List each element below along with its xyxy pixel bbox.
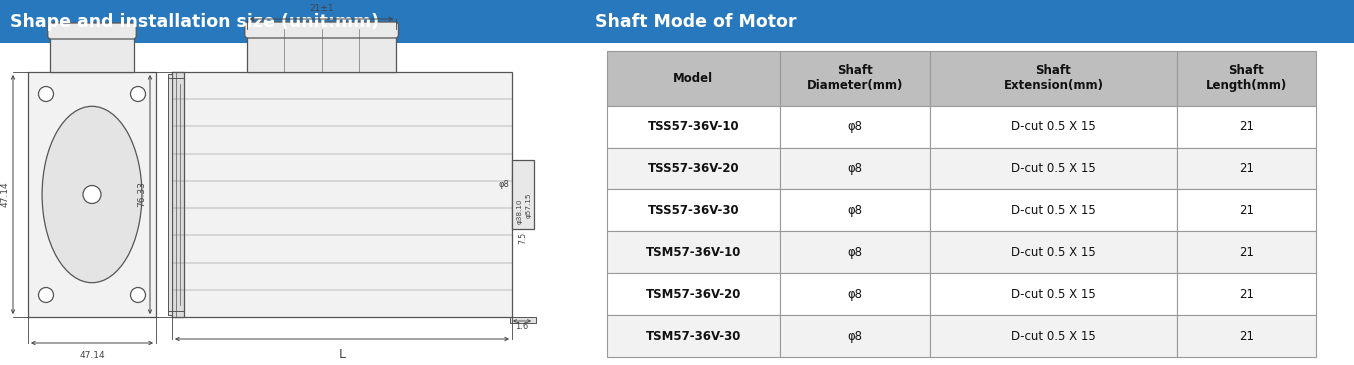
Text: TSS57-36V-20: TSS57-36V-20 bbox=[647, 162, 739, 175]
Text: TSM57-36V-20: TSM57-36V-20 bbox=[646, 288, 741, 301]
Bar bbox=[1177, 315, 1316, 357]
Text: D-cut 0.5 X 15: D-cut 0.5 X 15 bbox=[1011, 162, 1095, 175]
Bar bbox=[780, 51, 930, 106]
Text: φ57.15: φ57.15 bbox=[525, 192, 532, 218]
Text: 21±1: 21±1 bbox=[309, 4, 334, 13]
Text: Shaft
Extension(mm): Shaft Extension(mm) bbox=[1003, 64, 1104, 92]
Bar bbox=[780, 147, 930, 189]
Bar bbox=[172, 72, 512, 317]
Bar bbox=[780, 231, 930, 273]
Bar bbox=[168, 74, 172, 315]
Bar bbox=[930, 106, 1177, 147]
Text: 7.5: 7.5 bbox=[519, 232, 528, 244]
Text: D-cut 0.5 X 15: D-cut 0.5 X 15 bbox=[1011, 120, 1095, 133]
Bar bbox=[607, 51, 780, 106]
Bar bbox=[246, 29, 397, 72]
Text: Shaft Mode of Motor: Shaft Mode of Motor bbox=[594, 12, 796, 31]
Bar bbox=[607, 106, 780, 147]
Bar bbox=[607, 273, 780, 315]
Text: D-cut 0.5 X 15: D-cut 0.5 X 15 bbox=[1011, 204, 1095, 217]
Bar bbox=[1177, 231, 1316, 273]
Bar bbox=[607, 189, 780, 231]
Text: 76.33: 76.33 bbox=[138, 181, 146, 207]
Text: 21: 21 bbox=[1239, 288, 1254, 301]
Text: 21: 21 bbox=[1239, 330, 1254, 343]
Bar bbox=[780, 315, 930, 357]
FancyBboxPatch shape bbox=[245, 22, 398, 38]
Text: 47.14: 47.14 bbox=[0, 182, 9, 207]
Text: φ8: φ8 bbox=[848, 246, 862, 259]
Bar bbox=[512, 160, 533, 229]
Bar bbox=[1177, 106, 1316, 147]
Bar bbox=[780, 106, 930, 147]
Text: TSM57-36V-10: TSM57-36V-10 bbox=[646, 246, 741, 259]
Text: 21: 21 bbox=[1239, 246, 1254, 259]
Text: 21: 21 bbox=[1239, 162, 1254, 175]
Text: L: L bbox=[338, 348, 345, 361]
Text: φ8: φ8 bbox=[848, 330, 862, 343]
Text: 21: 21 bbox=[1239, 120, 1254, 133]
Bar bbox=[585, 0, 1354, 43]
Text: φ8: φ8 bbox=[848, 162, 862, 175]
Text: Model: Model bbox=[673, 72, 714, 85]
Bar bbox=[930, 231, 1177, 273]
Circle shape bbox=[130, 288, 145, 303]
Bar bbox=[0, 0, 585, 43]
Text: TSM57-36V-30: TSM57-36V-30 bbox=[646, 330, 741, 343]
Text: D-cut 0.5 X 15: D-cut 0.5 X 15 bbox=[1011, 288, 1095, 301]
Bar bbox=[780, 273, 930, 315]
Bar bbox=[1177, 189, 1316, 231]
Bar bbox=[930, 147, 1177, 189]
Bar bbox=[930, 315, 1177, 357]
Text: D-cut 0.5 X 15: D-cut 0.5 X 15 bbox=[1011, 330, 1095, 343]
Bar bbox=[1177, 51, 1316, 106]
Text: φ8: φ8 bbox=[848, 120, 862, 133]
Bar bbox=[510, 317, 536, 323]
Circle shape bbox=[38, 288, 54, 303]
Text: D-cut 0.5 X 15: D-cut 0.5 X 15 bbox=[1011, 246, 1095, 259]
Bar bbox=[780, 189, 930, 231]
Text: φ8: φ8 bbox=[848, 288, 862, 301]
Bar bbox=[607, 147, 780, 189]
Text: Shaft
Length(mm): Shaft Length(mm) bbox=[1206, 64, 1288, 92]
Text: 21: 21 bbox=[1239, 204, 1254, 217]
Circle shape bbox=[83, 185, 102, 204]
Text: φ38.10: φ38.10 bbox=[517, 199, 523, 224]
Bar bbox=[28, 72, 156, 317]
Text: Shaft
Diameter(mm): Shaft Diameter(mm) bbox=[807, 64, 903, 92]
Bar bbox=[930, 189, 1177, 231]
Text: Shape and installation size (unit:mm): Shape and installation size (unit:mm) bbox=[9, 12, 379, 31]
Bar bbox=[50, 30, 134, 72]
Bar bbox=[930, 273, 1177, 315]
Text: 47.14: 47.14 bbox=[79, 350, 104, 360]
Text: 1.6: 1.6 bbox=[515, 322, 528, 331]
Bar bbox=[1177, 273, 1316, 315]
Ellipse shape bbox=[42, 106, 142, 283]
Bar bbox=[607, 315, 780, 357]
Bar bbox=[930, 51, 1177, 106]
FancyBboxPatch shape bbox=[47, 23, 137, 39]
Text: TSS57-36V-30: TSS57-36V-30 bbox=[647, 204, 739, 217]
Text: φ8: φ8 bbox=[848, 204, 862, 217]
Bar bbox=[172, 72, 184, 317]
Text: φ8: φ8 bbox=[498, 180, 509, 189]
Circle shape bbox=[130, 87, 145, 101]
Text: TSS57-36V-10: TSS57-36V-10 bbox=[647, 120, 739, 133]
Bar bbox=[1177, 147, 1316, 189]
Circle shape bbox=[38, 87, 54, 101]
Bar bbox=[607, 231, 780, 273]
